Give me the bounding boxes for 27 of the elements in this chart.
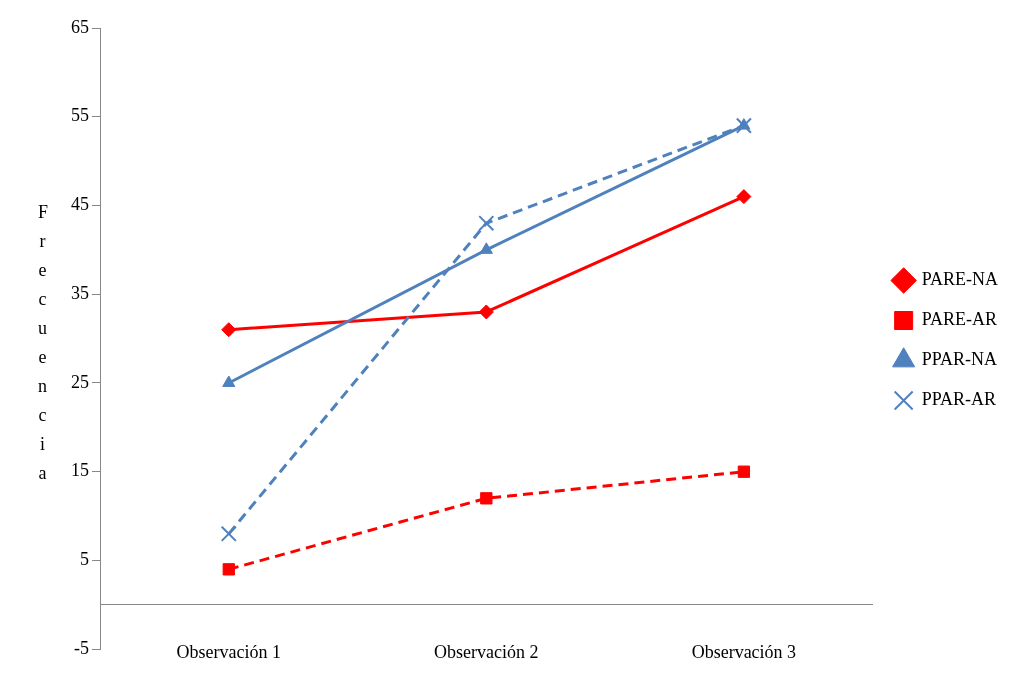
- point: [222, 375, 236, 387]
- y-tick-label: 45: [71, 194, 89, 215]
- y-tick-label: 35: [71, 282, 89, 303]
- x-tick-label: Observación 3: [691, 642, 797, 663]
- point: [478, 215, 495, 232]
- legend-label: PARE-NA: [921, 269, 999, 290]
- point: [222, 563, 235, 576]
- text: Frecuencia: [38, 202, 49, 483]
- y-tick-label: 5: [80, 549, 89, 570]
- y-tick-label: 25: [71, 371, 89, 392]
- legend-label: PPAR-AR: [921, 389, 997, 410]
- point: [480, 492, 493, 505]
- point: [220, 525, 237, 542]
- x-tick-label: Observación 1: [176, 642, 282, 663]
- legend-label: PARE-AR: [921, 309, 998, 330]
- y-tick-label: 15: [71, 460, 89, 481]
- point: [479, 242, 493, 254]
- legend-label: PPAR-NA: [921, 349, 998, 370]
- y-tick-label: 65: [71, 16, 89, 37]
- point: [478, 304, 494, 320]
- y-tick-label: 55: [71, 105, 89, 126]
- point: [221, 322, 237, 338]
- y-tick-label: -5: [74, 637, 89, 658]
- point: [736, 189, 752, 205]
- point: [737, 465, 751, 478]
- point: [735, 117, 752, 134]
- x-tick-label: Observación 2: [434, 642, 539, 663]
